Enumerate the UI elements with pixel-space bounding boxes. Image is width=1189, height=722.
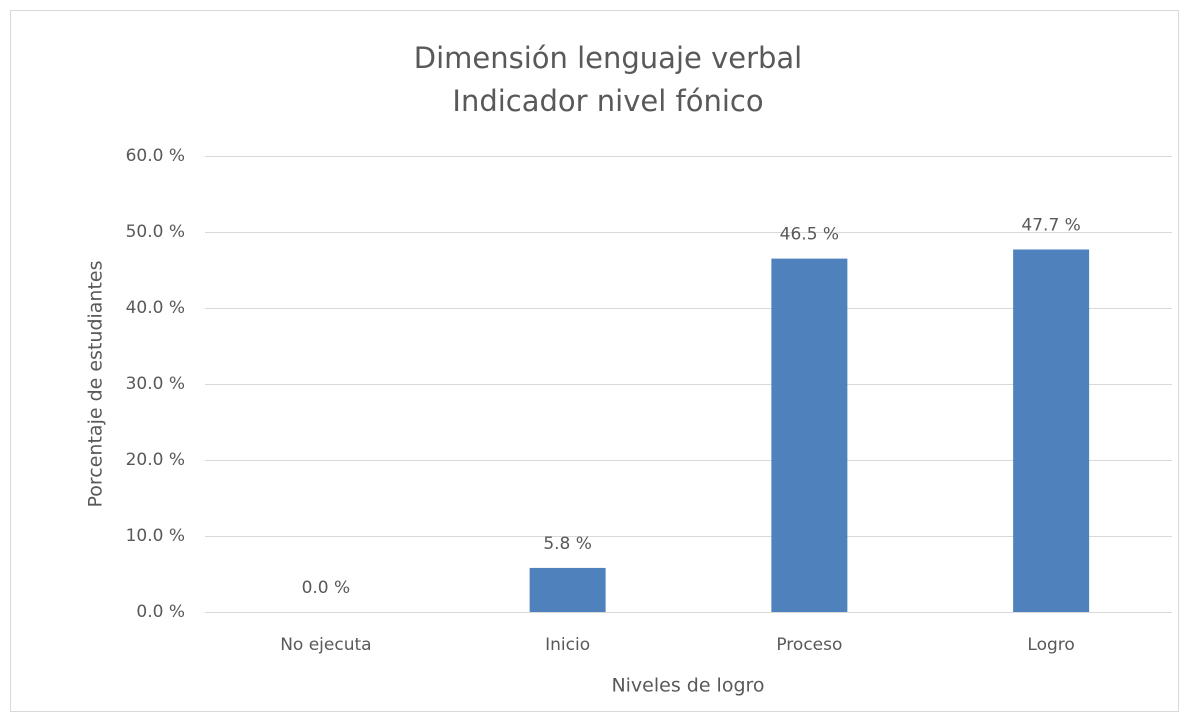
bar bbox=[529, 567, 606, 612]
x-tick-label: Logro bbox=[1027, 635, 1074, 655]
y-tick-label: 50.0 % bbox=[126, 222, 185, 242]
y-tick-label: 60.0 % bbox=[126, 146, 185, 166]
y-axis-title: Porcentaje de estudiantes bbox=[85, 260, 107, 507]
x-tick-label: No ejecuta bbox=[280, 635, 371, 655]
y-tick-label: 20.0 % bbox=[126, 450, 185, 470]
bar bbox=[1013, 249, 1090, 613]
value-label: 0.0 % bbox=[302, 578, 351, 598]
chart-title: Dimensión lenguaje verbal bbox=[414, 41, 802, 75]
x-tick-label: Proceso bbox=[776, 635, 842, 655]
value-label: 47.7 % bbox=[1021, 215, 1080, 235]
y-tick-label: 40.0 % bbox=[126, 298, 185, 318]
y-tick-label: 10.0 % bbox=[126, 526, 185, 546]
y-tick-label: 30.0 % bbox=[126, 374, 185, 394]
value-label: 46.5 % bbox=[780, 225, 839, 245]
value-label: 5.8 % bbox=[543, 534, 592, 554]
y-tick-label: 0.0 % bbox=[136, 602, 185, 622]
x-axis-title: Niveles de logro bbox=[611, 675, 764, 697]
x-tick-label: Inicio bbox=[545, 635, 590, 655]
bar bbox=[771, 258, 848, 612]
chart-subtitle: Indicador nivel fónico bbox=[452, 84, 763, 118]
